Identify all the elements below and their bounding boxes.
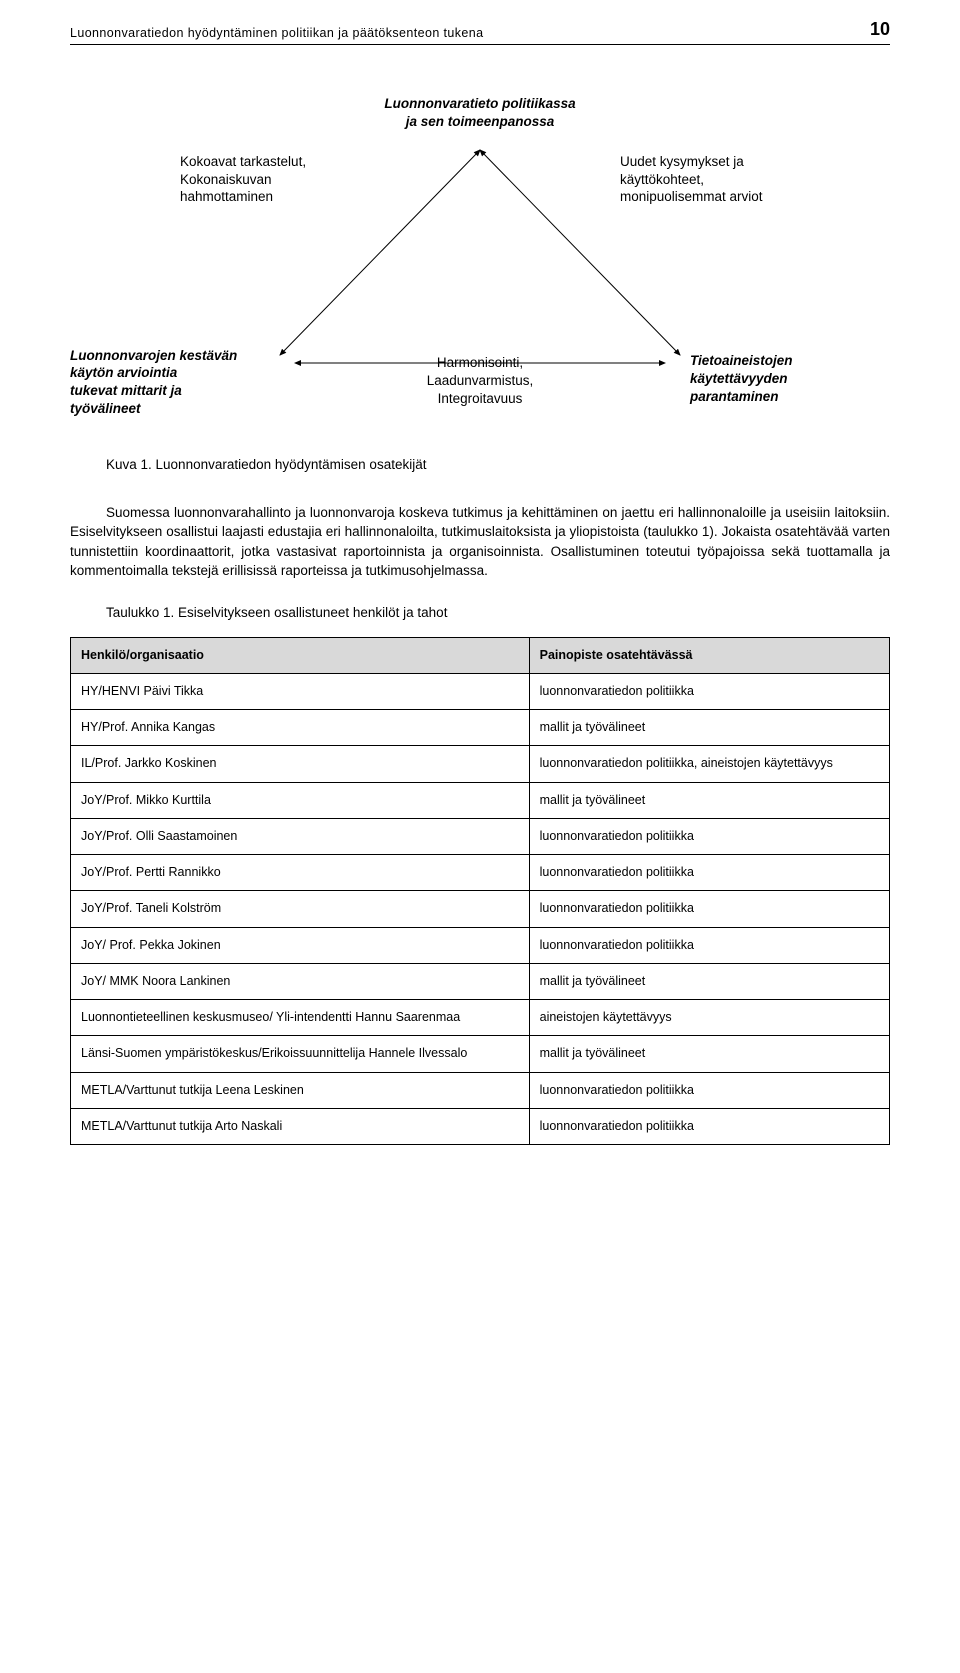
table-cell-person: IL/Prof. Jarkko Koskinen bbox=[71, 746, 530, 782]
table-row: JoY/ MMK Noora Lankinenmallit ja työväli… bbox=[71, 963, 890, 999]
table-cell-person: HY/Prof. Annika Kangas bbox=[71, 710, 530, 746]
diagram-top-label: Luonnonvaratieto politiikassa ja sen toi… bbox=[384, 95, 575, 130]
diagram-bm-l2: Laadunvarmistus, bbox=[427, 373, 534, 388]
diagram-right-l3: monipuolisemmat arviot bbox=[620, 189, 763, 204]
table-cell-focus: luonnonvaratiedon politiikka bbox=[529, 673, 889, 709]
table-col1-header: Henkilö/organisaatio bbox=[71, 637, 530, 673]
diagram-br-l2: käytettävyyden bbox=[690, 371, 788, 386]
concept-diagram: Luonnonvaratieto politiikassa ja sen toi… bbox=[70, 95, 890, 425]
diagram-bm-l3: Integroitavuus bbox=[438, 391, 523, 406]
diagram-right-l2: käyttökohteet, bbox=[620, 172, 704, 187]
table-cell-person: JoY/ MMK Noora Lankinen bbox=[71, 963, 530, 999]
table-cell-person: Luonnontieteellinen keskusmuseo/ Yli-int… bbox=[71, 1000, 530, 1036]
diagram-bl-l2: käytön arviointia bbox=[70, 365, 177, 380]
table-cell-person: JoY/Prof. Mikko Kurttila bbox=[71, 782, 530, 818]
diagram-bottom-mid-label: Harmonisointi, Laadunvarmistus, Integroi… bbox=[395, 354, 565, 407]
table-cell-focus: luonnonvaratiedon politiikka bbox=[529, 1108, 889, 1144]
table-row: JoY/Prof. Taneli Kolströmluonnonvaratied… bbox=[71, 891, 890, 927]
table-cell-person: HY/HENVI Päivi Tikka bbox=[71, 673, 530, 709]
paragraph-1: Suomessa luonnonvarahallinto ja luonnonv… bbox=[70, 503, 890, 581]
table-cell-focus: luonnonvaratiedon politiikka, aineistoje… bbox=[529, 746, 889, 782]
table-row: JoY/Prof. Mikko Kurttilamallit ja työväl… bbox=[71, 782, 890, 818]
diagram-left-l2: Kokonaiskuvan bbox=[180, 172, 272, 187]
diagram-top-l1: Luonnonvaratieto politiikassa bbox=[384, 96, 575, 111]
table-row: HY/Prof. Annika Kangasmallit ja työvälin… bbox=[71, 710, 890, 746]
table-cell-person: JoY/Prof. Pertti Rannikko bbox=[71, 855, 530, 891]
table-cell-focus: aineistojen käytettävyys bbox=[529, 1000, 889, 1036]
table-row: Luonnontieteellinen keskusmuseo/ Yli-int… bbox=[71, 1000, 890, 1036]
diagram-br-l3: parantaminen bbox=[690, 389, 779, 404]
diagram-left-l1: Kokoavat tarkastelut, bbox=[180, 154, 306, 169]
diagram-bottom-left-label: Luonnonvarojen kestävän käytön arviointi… bbox=[70, 347, 265, 417]
table-row: Länsi-Suomen ympäristökeskus/Erikoissuun… bbox=[71, 1036, 890, 1072]
diagram-bl-l1: Luonnonvarojen kestävän bbox=[70, 348, 237, 363]
table-cell-focus: mallit ja työvälineet bbox=[529, 782, 889, 818]
table-cell-focus: mallit ja työvälineet bbox=[529, 963, 889, 999]
table-cell-focus: luonnonvaratiedon politiikka bbox=[529, 927, 889, 963]
table-cell-person: METLA/Varttunut tutkija Arto Naskali bbox=[71, 1108, 530, 1144]
table-cell-focus: luonnonvaratiedon politiikka bbox=[529, 891, 889, 927]
table-cell-focus: luonnonvaratiedon politiikka bbox=[529, 855, 889, 891]
table-cell-person: JoY/ Prof. Pekka Jokinen bbox=[71, 927, 530, 963]
table-cell-person: JoY/Prof. Taneli Kolström bbox=[71, 891, 530, 927]
page-number: 10 bbox=[870, 16, 890, 42]
diagram-bottom-right-label: Tietoaineistojen käytettävyyden parantam… bbox=[690, 352, 840, 405]
table-row: METLA/Varttunut tutkija Leena Leskinenlu… bbox=[71, 1072, 890, 1108]
page-header: 10 Luonnonvaratiedon hyödyntäminen polit… bbox=[70, 24, 890, 45]
diagram-right-l1: Uudet kysymykset ja bbox=[620, 154, 744, 169]
figure-caption: Kuva 1. Luonnonvaratiedon hyödyntämisen … bbox=[70, 455, 890, 475]
diagram-left-l3: hahmottaminen bbox=[180, 189, 273, 204]
table-cell-focus: mallit ja työvälineet bbox=[529, 710, 889, 746]
participants-table: Henkilö/organisaatio Painopiste osatehtä… bbox=[70, 637, 890, 1146]
diagram-br-l1: Tietoaineistojen bbox=[690, 353, 793, 368]
diagram-bl-l4: työvälineet bbox=[70, 401, 141, 416]
diagram-bl-l3: tukevat mittarit ja bbox=[70, 383, 182, 398]
table-cell-person: JoY/Prof. Olli Saastamoinen bbox=[71, 818, 530, 854]
diagram-bm-l1: Harmonisointi, bbox=[437, 355, 523, 370]
table-row: JoY/Prof. Olli Saastamoinenluonnonvarati… bbox=[71, 818, 890, 854]
table-cell-focus: mallit ja työvälineet bbox=[529, 1036, 889, 1072]
table-row: METLA/Varttunut tutkija Arto Naskaliluon… bbox=[71, 1108, 890, 1144]
table-row: IL/Prof. Jarkko Koskinenluonnonvaratiedo… bbox=[71, 746, 890, 782]
table-title: Taulukko 1. Esiselvitykseen osallistunee… bbox=[70, 603, 890, 623]
table-body: HY/HENVI Päivi Tikkaluonnonvaratiedon po… bbox=[71, 673, 890, 1144]
table-row: JoY/Prof. Pertti Rannikkoluonnonvaratied… bbox=[71, 855, 890, 891]
table-col2-header: Painopiste osatehtävässä bbox=[529, 637, 889, 673]
diagram-top-l2: ja sen toimeenpanossa bbox=[406, 114, 555, 129]
diagram-left-label: Kokoavat tarkastelut, Kokonaiskuvan hahm… bbox=[180, 153, 360, 206]
table-row: JoY/ Prof. Pekka Jokinenluonnonvaratiedo… bbox=[71, 927, 890, 963]
table-header-row: Henkilö/organisaatio Painopiste osatehtä… bbox=[71, 637, 890, 673]
header-title: Luonnonvaratiedon hyödyntäminen politiik… bbox=[70, 24, 890, 45]
table-cell-person: METLA/Varttunut tutkija Leena Leskinen bbox=[71, 1072, 530, 1108]
diagram-right-label: Uudet kysymykset ja käyttökohteet, monip… bbox=[620, 153, 810, 206]
table-cell-focus: luonnonvaratiedon politiikka bbox=[529, 1072, 889, 1108]
table-cell-person: Länsi-Suomen ympäristökeskus/Erikoissuun… bbox=[71, 1036, 530, 1072]
table-row: HY/HENVI Päivi Tikkaluonnonvaratiedon po… bbox=[71, 673, 890, 709]
table-cell-focus: luonnonvaratiedon politiikka bbox=[529, 818, 889, 854]
